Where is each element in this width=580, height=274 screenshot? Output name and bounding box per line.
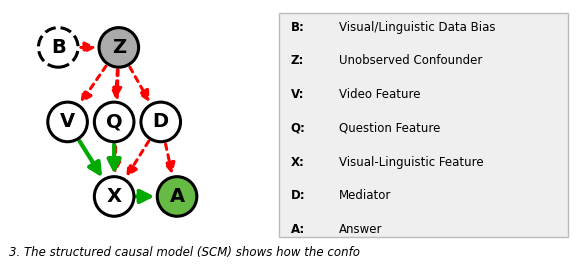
Circle shape	[95, 177, 134, 216]
Text: V: V	[60, 112, 75, 132]
Circle shape	[99, 28, 139, 67]
Text: Mediator: Mediator	[339, 189, 392, 202]
FancyBboxPatch shape	[278, 13, 568, 237]
Text: A:: A:	[291, 223, 305, 236]
Circle shape	[95, 102, 134, 142]
Text: X: X	[107, 187, 122, 206]
Text: 3. The structured causal model (SCM) shows how the confo: 3. The structured causal model (SCM) sho…	[9, 246, 360, 259]
Circle shape	[48, 102, 88, 142]
Text: B:: B:	[291, 21, 304, 34]
Text: A: A	[169, 187, 184, 206]
Circle shape	[157, 177, 197, 216]
Text: V:: V:	[291, 88, 304, 101]
Text: D:: D:	[291, 189, 305, 202]
Circle shape	[141, 102, 180, 142]
Text: Z: Z	[112, 38, 126, 57]
Text: Visual-Linguistic Feature: Visual-Linguistic Feature	[339, 156, 484, 169]
Circle shape	[38, 28, 78, 67]
Text: Visual/Linguistic Data Bias: Visual/Linguistic Data Bias	[339, 21, 495, 34]
Text: X:: X:	[291, 156, 304, 169]
Text: Question Feature: Question Feature	[339, 122, 440, 135]
Text: Video Feature: Video Feature	[339, 88, 420, 101]
Text: Q:: Q:	[291, 122, 306, 135]
Text: Unobserved Confounder: Unobserved Confounder	[339, 55, 483, 67]
Text: B: B	[51, 38, 66, 57]
Text: Q: Q	[106, 112, 122, 132]
Text: D: D	[153, 112, 169, 132]
Text: Z:: Z:	[291, 55, 304, 67]
Text: Answer: Answer	[339, 223, 382, 236]
